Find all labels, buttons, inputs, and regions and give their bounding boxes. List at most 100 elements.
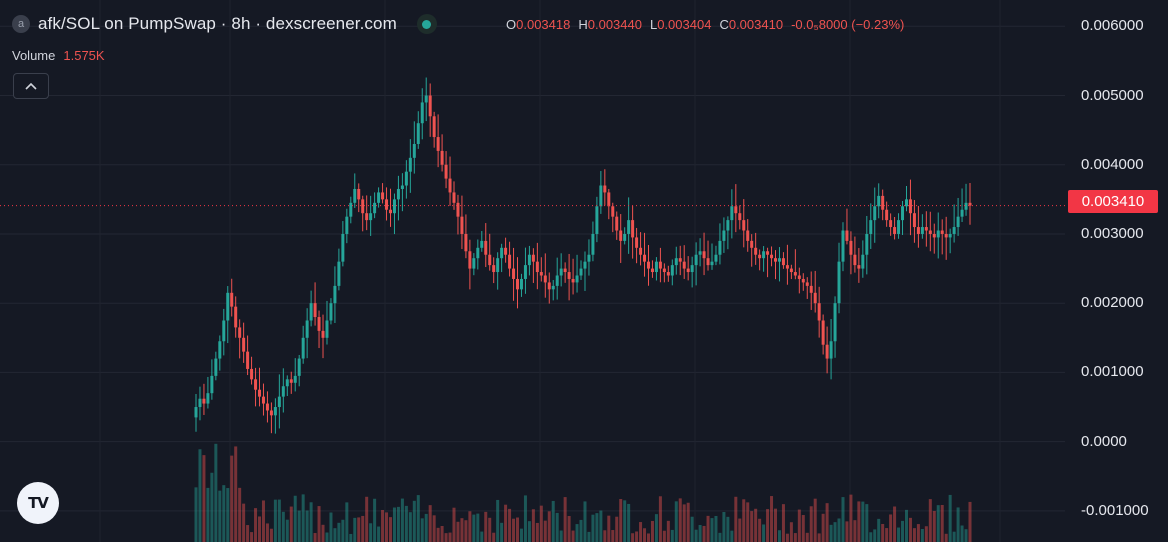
y-tick-label: 0.003000	[1081, 224, 1144, 242]
open-value: 0.003418	[516, 17, 571, 32]
candle-body	[448, 178, 452, 193]
candle-body	[940, 230, 944, 234]
candle-body	[563, 268, 567, 273]
volume-bar	[258, 516, 262, 542]
volume-bar	[901, 520, 905, 542]
volume-bar	[396, 506, 400, 542]
candle-body	[615, 216, 619, 231]
volume-bar	[682, 504, 686, 542]
volume-bar	[873, 529, 877, 542]
volume-bar	[289, 506, 293, 542]
volume-bar	[436, 527, 440, 542]
candle-body	[746, 230, 750, 241]
volume-bar	[770, 496, 774, 542]
candle-body	[305, 320, 309, 338]
candle-body	[436, 137, 440, 151]
candle-body	[226, 292, 230, 321]
candle-body	[710, 261, 714, 266]
candle-body	[897, 220, 901, 234]
y-tick-label: 0.006000	[1081, 17, 1144, 35]
volume-bar	[722, 512, 726, 542]
volume-bar	[500, 522, 504, 542]
volume-bar	[206, 487, 210, 542]
candle-body	[960, 209, 964, 217]
candle-body	[516, 278, 520, 290]
candle-body	[230, 292, 234, 307]
open-label: O	[506, 17, 517, 32]
candle-body	[718, 240, 722, 255]
volume-bar	[555, 512, 559, 542]
volume-bar	[734, 496, 738, 542]
volume-bar	[611, 530, 615, 542]
volume-bar	[254, 508, 258, 542]
candle-body	[869, 220, 873, 234]
volume-bar	[329, 512, 333, 542]
candle-body	[218, 341, 222, 359]
candle-body	[694, 254, 698, 266]
candle-body	[658, 261, 662, 269]
volume-bar	[456, 521, 460, 542]
candle-body	[853, 254, 857, 266]
candle-body	[432, 116, 436, 138]
candle-body	[539, 272, 543, 276]
volume-bar	[861, 501, 865, 542]
candle-body	[408, 157, 412, 172]
volume-bar	[841, 497, 845, 542]
volume-bars	[194, 443, 972, 542]
candle-body	[793, 272, 797, 276]
y-tick-label: 0.0000	[1081, 432, 1127, 450]
volume-bar	[742, 499, 746, 542]
candle-body	[722, 230, 726, 241]
candle-body	[726, 220, 730, 231]
volume-bar	[361, 515, 365, 542]
collapse-legend-button[interactable]	[13, 73, 49, 99]
candle-body	[702, 251, 706, 259]
candle-body	[329, 303, 333, 321]
candle-body	[893, 227, 897, 234]
candle-body	[885, 209, 889, 221]
volume-bar	[535, 522, 539, 542]
candle-body	[444, 164, 448, 179]
volume-bar	[527, 521, 531, 542]
candle-body	[365, 213, 369, 221]
volume-bar	[952, 531, 956, 542]
candle-body	[452, 192, 456, 203]
low-value: 0.003404	[657, 17, 712, 32]
candle-body	[416, 123, 420, 144]
volume-bar	[583, 501, 587, 542]
candle-body	[587, 254, 591, 262]
candle-body	[877, 195, 881, 207]
volume-bar	[920, 529, 924, 542]
candle-body	[345, 216, 349, 234]
candle-body	[734, 206, 738, 214]
volume-bar	[849, 494, 853, 542]
volume-bar	[853, 520, 857, 542]
volume-bar	[575, 524, 579, 542]
volume-bar	[353, 517, 357, 542]
volume-bar	[305, 510, 309, 542]
candle-body	[297, 358, 301, 376]
candle-body	[472, 258, 476, 269]
candle-body	[678, 258, 682, 262]
tradingview-logo-icon[interactable]: TV	[17, 482, 59, 524]
volume-bar	[539, 505, 543, 542]
candle-body	[488, 254, 492, 266]
candle-body	[555, 275, 559, 286]
candle-body	[583, 261, 587, 269]
volume-bar	[480, 531, 484, 542]
candle-body	[837, 261, 841, 304]
close-value: 0.003410	[728, 17, 784, 32]
volume-bar	[619, 499, 623, 542]
volume-bar	[567, 516, 571, 542]
volume-bar	[218, 490, 222, 542]
candle-body	[809, 285, 813, 293]
volume-value: 1.575K	[63, 48, 105, 63]
volume-bar	[210, 472, 214, 542]
volume-bar	[313, 533, 317, 542]
volume-bar	[250, 532, 254, 542]
volume-bar	[285, 519, 289, 542]
candle-body	[666, 272, 670, 276]
volume-bar	[571, 530, 575, 542]
volume-bar	[738, 518, 742, 542]
